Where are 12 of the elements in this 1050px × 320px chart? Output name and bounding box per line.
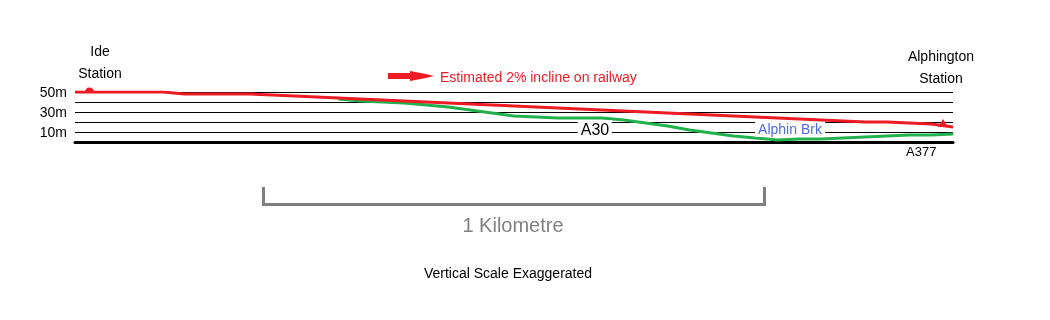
annotation: Alphin Brk: [755, 121, 825, 137]
text: Ide Station: [77, 42, 123, 83]
line-series: [336, 97, 955, 142]
text: Vertical Scale Exaggerated: [423, 264, 593, 283]
text: Estimated 2% incline on railway: [440, 68, 637, 87]
y-tick-label: 50m: [39, 84, 67, 100]
text: A377: [906, 143, 937, 161]
text: Alphington Station: [906, 47, 976, 88]
y-tick-label: 10m: [39, 124, 67, 140]
text: 1 Kilometre: [462, 214, 564, 236]
annotation: A30: [577, 120, 613, 140]
y-tick-label: 30m: [39, 104, 67, 120]
